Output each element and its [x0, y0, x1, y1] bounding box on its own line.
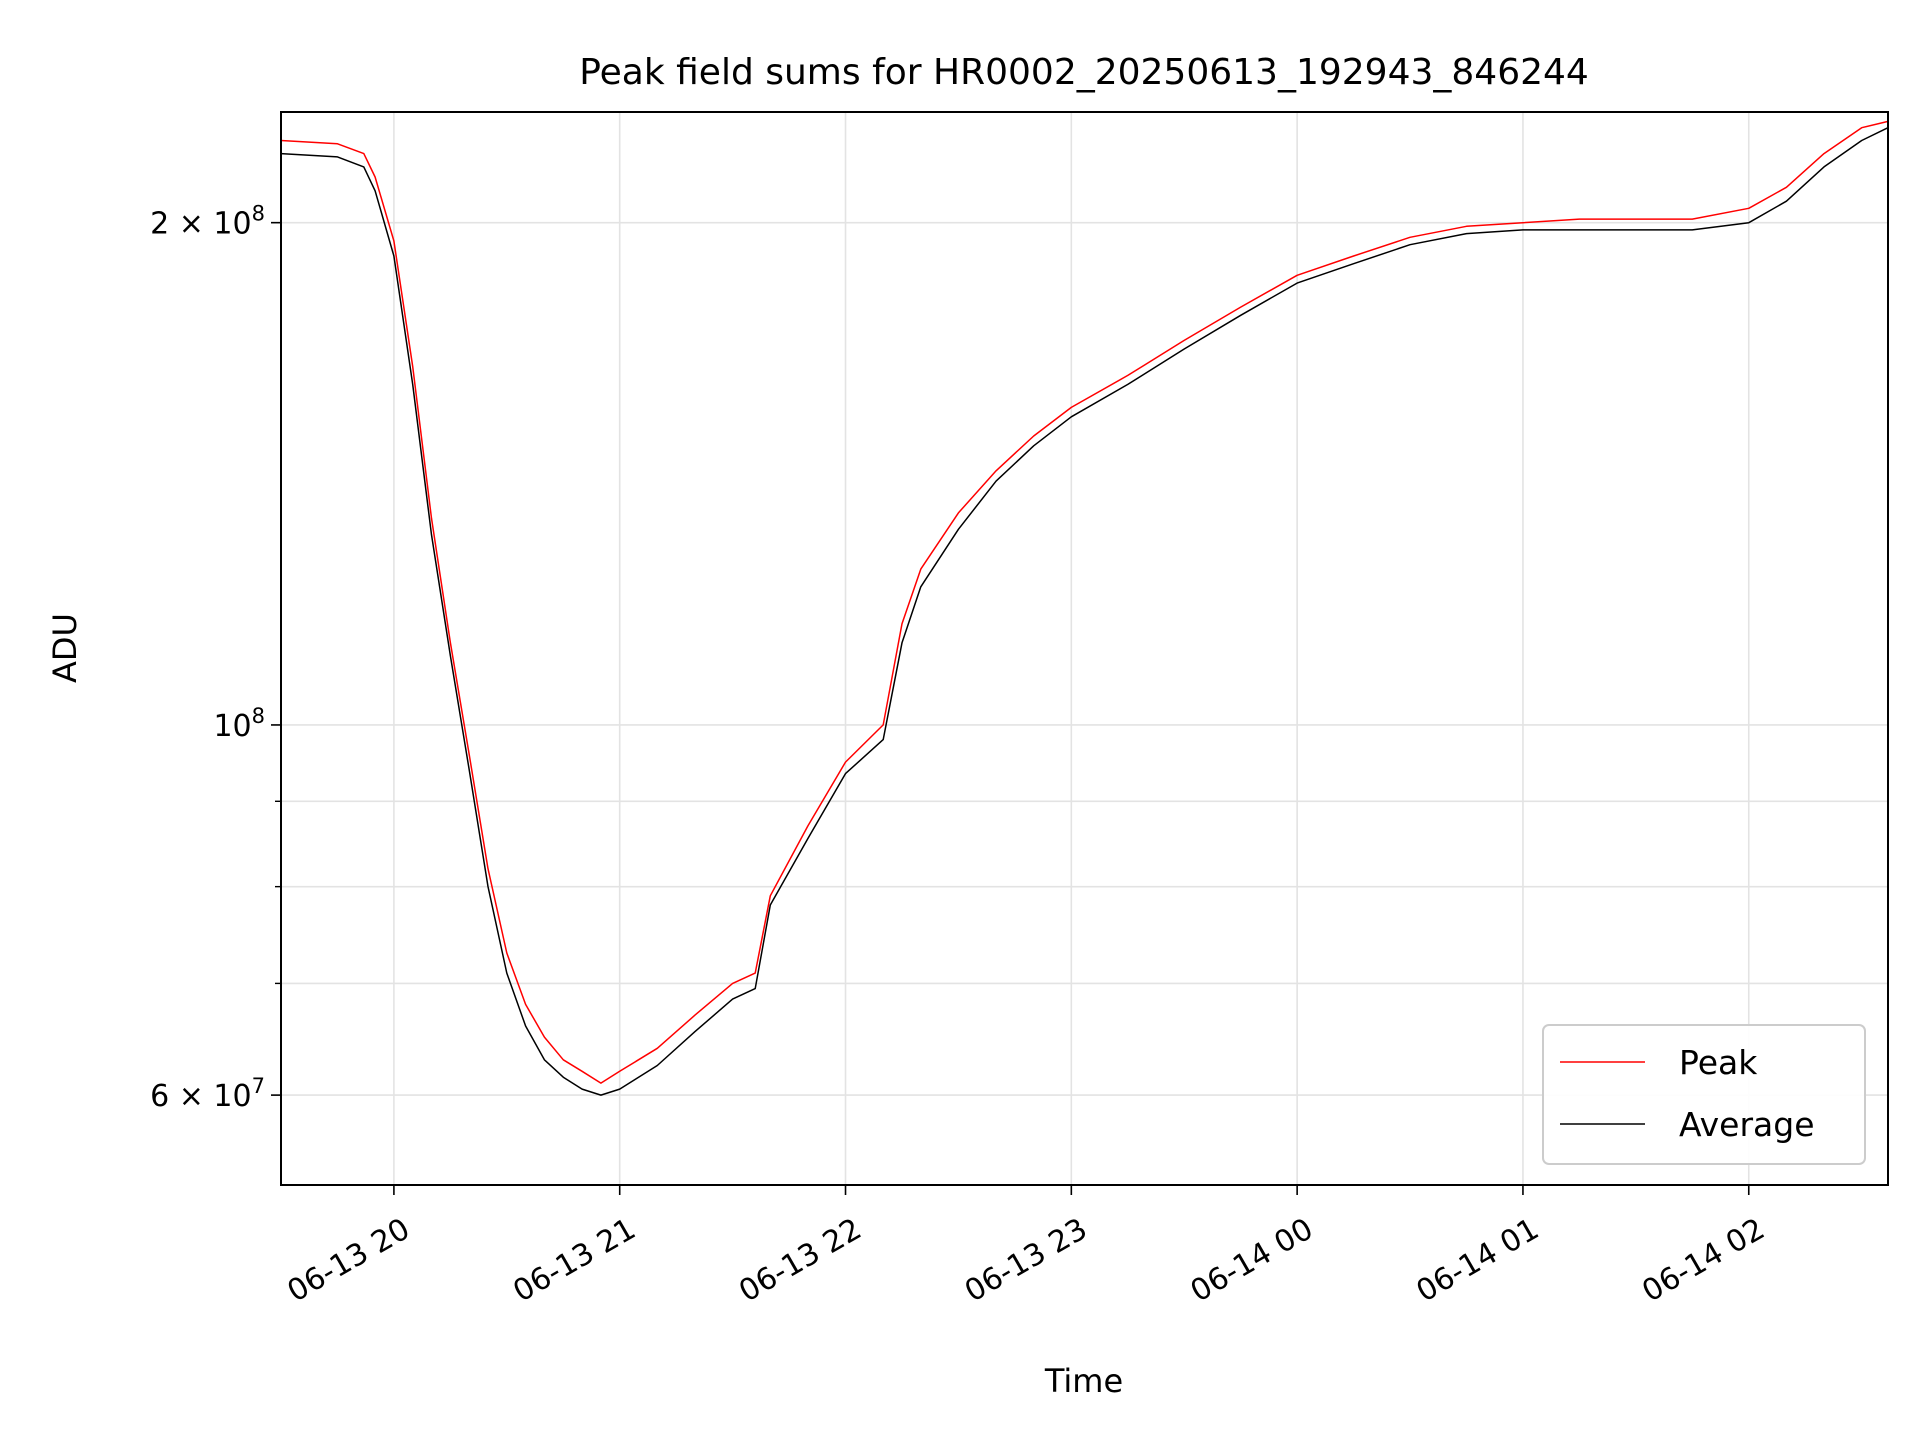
- legend-label-peak: Peak: [1679, 1043, 1758, 1082]
- legend-box: [1542, 1024, 1866, 1165]
- grid: [281, 112, 1888, 1185]
- legend-label-average: Average: [1679, 1105, 1815, 1144]
- y-tick-label: 108: [213, 704, 265, 744]
- series-line-average: [280, 127, 1889, 1096]
- y-axis-label: ADU: [46, 613, 84, 683]
- plot-frame: [280, 111, 1889, 1186]
- series-line-peak: [280, 120, 1889, 1084]
- series-layer: [280, 120, 1889, 1096]
- chart-title: Peak field sums for HR0002_20250613_1929…: [579, 52, 1589, 93]
- y-tick-label: 6 × 107: [150, 1074, 265, 1114]
- legend: Peak Average: [1542, 1024, 1866, 1165]
- x-axis-label: Time: [1044, 1362, 1123, 1400]
- y-tick-label: 2 × 108: [150, 202, 265, 242]
